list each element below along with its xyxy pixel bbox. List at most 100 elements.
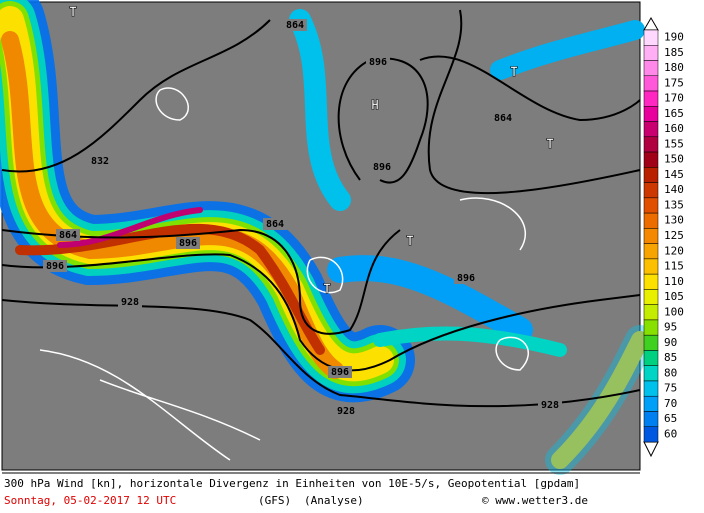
contour-label-box [491,112,515,124]
contour-label: 832 [91,156,109,167]
contour-label: 928 [121,297,139,308]
legend-swatch [643,75,659,92]
legend: 190 185 180 175 170 165 160 155 150 145 140 135 130 1… [643,17,684,458]
legend-swatch [643,106,659,122]
legend-label: 150 [664,153,684,166]
footer-model: (GFS) [258,494,291,507]
contour-label: 896 [369,57,387,68]
legend-swatch [643,228,659,244]
contour-label: 896 [179,238,197,249]
contour-label: 864 [59,230,77,241]
legend-swatch [643,395,659,412]
legend-label: 110 [664,275,684,288]
legend-swatch [643,136,659,153]
legend-swatch [643,243,659,260]
contour-label-box [283,19,307,31]
contour-label: 928 [541,400,559,411]
contour-label-box [88,155,112,167]
jet-stream [0,0,655,475]
legend-label: 180 [664,61,684,74]
legend-label: 85 [664,351,677,364]
contour-label: 896 [373,162,391,173]
legend-label: 105 [664,290,684,303]
contour-label: 928 [337,406,355,417]
legend-swatch [643,365,659,382]
divergence-contours [39,87,529,461]
legend-label: 80 [664,366,677,379]
pressure-label: T [69,6,77,21]
contour-label-box [538,399,562,411]
footer-description: 300 hPa Wind [kn], horizontale Divergenz… [4,477,580,490]
legend-label: 140 [664,183,684,196]
legend-label: 130 [664,214,684,227]
legend-swatch [643,273,659,290]
contour-label: 864 [494,113,512,124]
legend-swatch [643,289,659,305]
contour-label-box [43,260,67,272]
contour-label-box [56,229,80,241]
legend-label: 165 [664,107,684,120]
legend-swatch [643,151,659,168]
legend-label: 75 [664,382,677,395]
legend-swatch [643,60,659,77]
legend-label: 135 [664,198,684,211]
legend-label: 120 [664,244,684,257]
legend-swatch [643,304,659,321]
legend-label: 160 [664,122,684,135]
legend-swatch [643,380,659,397]
contour-label-box [366,56,390,68]
legend-swatch [643,334,659,351]
legend-swatch [643,319,659,336]
legend-swatch [643,197,659,214]
legend-label: 90 [664,336,677,349]
legend-swatch [643,426,659,443]
legend-label: 185 [664,46,684,59]
legend-swatch [643,90,659,107]
legend-swatch [643,45,659,61]
map: 864 896 896 864 928 832 896 896 864 896 896 928 928 8… [0,0,655,475]
legend-label: 175 [664,76,684,89]
contour-label-box [118,296,142,308]
footer-run: (Analyse) [304,494,364,507]
pressure-label: T [510,66,518,81]
contour-label-box [370,161,394,173]
contour-label: 896 [331,367,349,378]
contour-label-box [454,272,478,284]
legend-label: 155 [664,137,684,150]
legend-label: 70 [664,397,677,410]
legend-label: 100 [664,305,684,318]
contour-label-box [263,218,287,230]
contour-label: 896 [46,261,64,272]
legend-swatch [643,258,659,275]
legend-swatch [643,29,659,46]
legend-label: 115 [664,260,684,273]
legend-label: 95 [664,321,677,334]
contour-label: 896 [457,273,475,284]
pressure-label: T [323,283,331,298]
contour-label-box [334,405,358,417]
legend-label: 65 [664,412,677,425]
footer-credit: © www.wetter3.de [482,494,588,507]
legend-label: 170 [664,92,684,105]
pressure-label: T [546,138,554,153]
contour-label-box [328,366,352,378]
legend-label: 145 [664,168,684,181]
pressure-label: T [406,235,414,250]
legend-swatch [643,182,659,199]
pressure-label: H [371,99,379,114]
contour-label: 864 [286,20,304,31]
footer: 300 hPa Wind [kn], horizontale Divergenz… [2,472,640,507]
contour-label-box [176,237,200,249]
legend-label: 190 [664,31,684,44]
legend-swatch [643,411,659,427]
legend-label: 60 [664,427,677,440]
contour-label: 864 [266,219,284,230]
legend-swatch [643,212,659,229]
legend-label: 125 [664,229,684,242]
legend-swatch [643,167,659,183]
legend-swatch [643,121,659,138]
map-labels: 864 896 896 864 928 832 896 896 864 896 896 928 928 8… [43,5,562,417]
legend-swatch [643,350,659,366]
footer-date: Sonntag, 05-02-2017 12 UTC [4,494,176,507]
